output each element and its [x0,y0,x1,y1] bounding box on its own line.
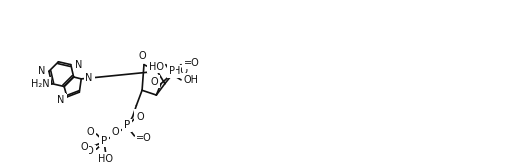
Text: N: N [57,95,64,105]
Text: N: N [38,66,45,76]
Text: O: O [136,112,144,122]
Text: =O: =O [136,133,152,143]
Text: N: N [85,73,93,83]
Text: OH: OH [184,75,199,85]
Text: O: O [80,142,88,152]
Text: =O: =O [184,58,200,68]
Text: N: N [86,74,94,84]
Text: P: P [169,66,175,76]
Text: HO: HO [173,66,188,76]
Text: P: P [101,136,107,146]
Text: O: O [135,110,143,120]
Text: O: O [138,51,146,61]
Text: N: N [74,60,82,70]
Text: O: O [87,127,95,137]
Text: O: O [112,127,119,137]
Text: HO: HO [149,61,164,72]
Text: P: P [124,120,130,130]
Text: =O: =O [79,146,95,156]
Text: O: O [150,77,158,87]
Text: N: N [58,96,65,106]
Text: HO: HO [98,154,113,163]
Text: H₂N: H₂N [31,79,50,89]
